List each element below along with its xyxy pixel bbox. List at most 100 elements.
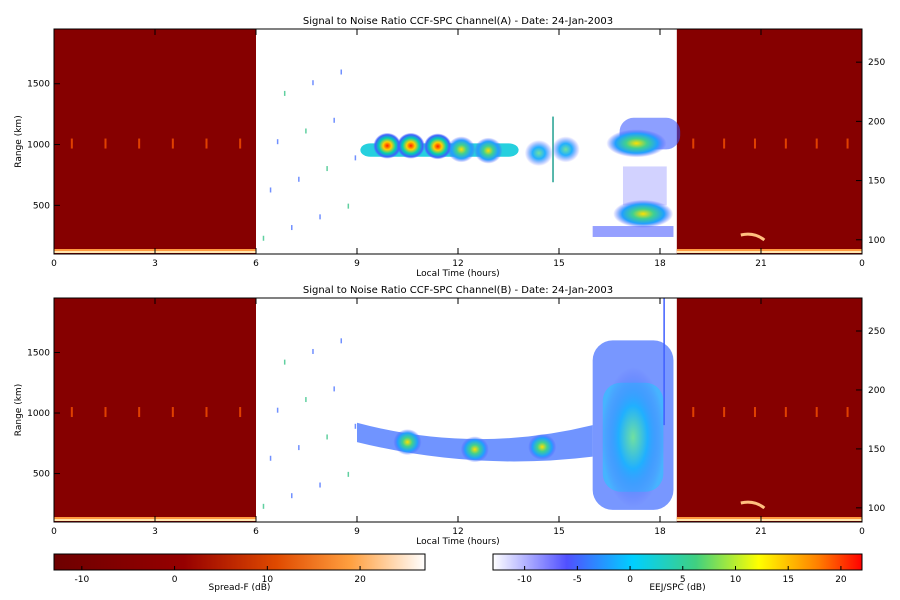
spread-f-streak bbox=[205, 138, 208, 149]
echo-speck bbox=[283, 359, 286, 365]
x-tick-label: 3 bbox=[152, 259, 158, 269]
spread-f-region bbox=[676, 29, 862, 254]
echo-blob bbox=[423, 133, 452, 160]
spread-f-streak bbox=[753, 407, 756, 418]
echo-speck bbox=[340, 69, 343, 75]
colorbar-tick-label: -5 bbox=[573, 575, 582, 585]
spread-f-bottom-echo bbox=[676, 519, 862, 521]
spread-f-streak bbox=[815, 407, 818, 418]
x-tick-label: 12 bbox=[452, 259, 463, 269]
echo-speck bbox=[269, 455, 272, 461]
echo-speck bbox=[312, 80, 314, 86]
echo-speck bbox=[291, 493, 293, 499]
colorbar-eej bbox=[492, 553, 863, 571]
colorbar-tick-label: 0 bbox=[172, 575, 178, 585]
echo-speck bbox=[333, 117, 335, 123]
y-axis-label: Range (km) bbox=[14, 115, 24, 167]
echo-layer bbox=[262, 69, 681, 241]
x-tick-label: 21 bbox=[755, 527, 766, 537]
echo-blob bbox=[613, 199, 674, 228]
x-tick-label: 3 bbox=[152, 527, 158, 537]
echo-speck bbox=[347, 203, 350, 209]
spread-f-streak bbox=[171, 138, 174, 149]
y2-tick-label: 150 bbox=[868, 177, 885, 187]
echo-blob bbox=[528, 433, 557, 460]
echo-band bbox=[622, 166, 667, 206]
echo-blob bbox=[474, 137, 503, 164]
echo-speck bbox=[312, 348, 314, 354]
y-tick-label: 1000 bbox=[27, 409, 50, 419]
y2-tick-label: 100 bbox=[868, 236, 885, 246]
spread-f-streak bbox=[205, 407, 208, 418]
spread-f-region bbox=[676, 298, 862, 522]
panel-a bbox=[53, 28, 863, 255]
spread-f-streak bbox=[104, 407, 107, 418]
spread-f-bottom-echo bbox=[676, 249, 862, 252]
spread-f-streak bbox=[138, 407, 141, 418]
y2-tick-label: 150 bbox=[868, 445, 885, 455]
echo-blob bbox=[601, 367, 666, 508]
echo-blob bbox=[551, 136, 580, 163]
spread-f-echo-arc bbox=[740, 232, 766, 242]
colorbar-tick-label: 20 bbox=[835, 575, 847, 585]
colorbar-tick-label: -10 bbox=[74, 575, 89, 585]
colorbar-tick-label: -10 bbox=[517, 575, 532, 585]
spread-f-echo-arc bbox=[740, 500, 766, 510]
x-tick-label: 18 bbox=[654, 259, 666, 269]
spread-f-streak bbox=[239, 138, 242, 149]
x-tick-label: 0 bbox=[51, 259, 57, 269]
spread-f-region bbox=[54, 298, 256, 522]
y-tick-label: 500 bbox=[33, 201, 50, 211]
echo-speck bbox=[326, 434, 328, 440]
echo-speck bbox=[333, 386, 335, 392]
echo-speck bbox=[354, 155, 357, 161]
echo-blob bbox=[396, 132, 425, 159]
echo-layer bbox=[262, 298, 674, 510]
x-tick-label: 6 bbox=[253, 259, 259, 269]
echo-speck bbox=[326, 166, 328, 172]
y2-tick-label: 250 bbox=[868, 327, 885, 337]
x-tick-label: 0 bbox=[51, 527, 57, 537]
echo-blob bbox=[393, 429, 422, 456]
echo-speck bbox=[347, 471, 350, 477]
echo-blob bbox=[460, 436, 489, 463]
echo-speck bbox=[262, 235, 265, 241]
colorbar-tick-label: 20 bbox=[354, 575, 366, 585]
echo-speck bbox=[269, 187, 272, 193]
echo-speck bbox=[340, 338, 343, 344]
y2-tick-label: 250 bbox=[868, 58, 885, 68]
x-tick-label: 15 bbox=[553, 259, 564, 269]
echo-speck bbox=[276, 407, 279, 413]
spread-f-streak bbox=[784, 138, 787, 149]
spread-f-streak bbox=[692, 138, 695, 149]
x-tick-label: 21 bbox=[755, 259, 766, 269]
y-tick-label: 1000 bbox=[27, 141, 50, 151]
echo-speck bbox=[262, 503, 265, 509]
spread-f-bottom-echo bbox=[676, 251, 862, 253]
echo-band bbox=[592, 226, 674, 237]
spread-f-streak bbox=[138, 138, 141, 149]
x-tick-label: 9 bbox=[354, 527, 360, 537]
x-tick-label: 0 bbox=[859, 527, 865, 537]
spread-f-streak bbox=[723, 407, 726, 418]
panel-b bbox=[53, 297, 863, 523]
colorbar-gradient bbox=[53, 553, 426, 571]
echo-blob bbox=[373, 132, 402, 159]
echo-speck bbox=[319, 482, 321, 488]
echo-blob bbox=[524, 140, 553, 167]
spread-f-streak bbox=[239, 407, 242, 418]
echo-speck bbox=[319, 214, 321, 220]
colorbar-tick-label: 15 bbox=[782, 575, 793, 585]
echo-speck bbox=[305, 128, 307, 134]
colorbar-label: Spread-F (dB) bbox=[209, 583, 271, 593]
colorbar-label: EEJ/SPC (dB) bbox=[649, 583, 705, 593]
x-tick-label: 12 bbox=[452, 527, 463, 537]
spread-f-streak bbox=[70, 407, 73, 418]
y-tick-label: 1500 bbox=[27, 80, 50, 90]
spread-f-streak bbox=[846, 407, 849, 418]
echo-speck bbox=[354, 423, 357, 429]
x-tick-label: 6 bbox=[253, 527, 259, 537]
colorbar-tick-label: 10 bbox=[262, 575, 274, 585]
spread-f-region bbox=[54, 29, 256, 254]
